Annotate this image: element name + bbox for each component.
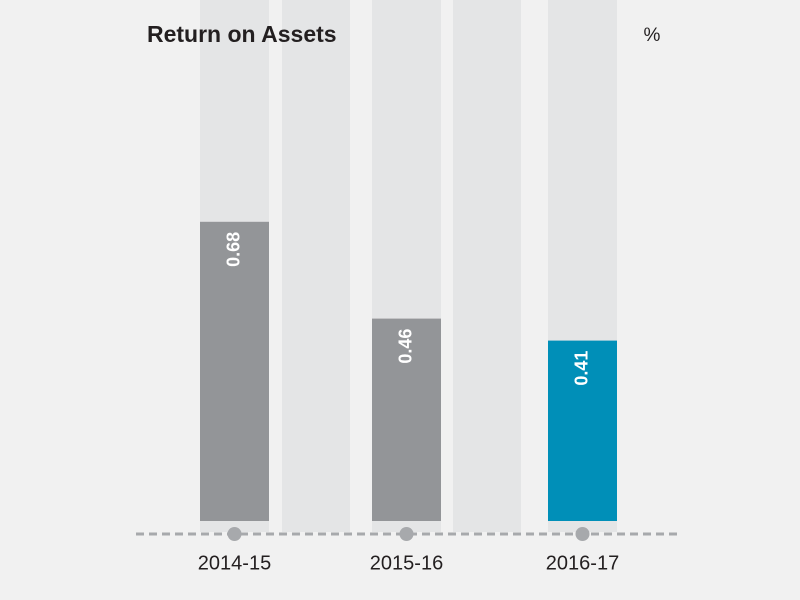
chart-title: Return on Assets [147,21,337,47]
x-tick-label: 2014-15 [198,552,271,574]
bar [548,340,617,521]
unit-label: % [644,25,661,46]
column [282,0,350,532]
bar [200,221,269,522]
baseline-dot [399,527,414,541]
value-label: 0.68 [223,232,243,267]
value-label: 0.46 [395,329,415,364]
value-label: 0.41 [571,351,591,386]
x-tick-label: 2016-17 [546,552,619,574]
column [453,0,521,532]
baseline-dot [575,527,590,541]
bar [372,318,441,521]
backdrop-columns [200,0,617,532]
x-tick-label: 2015-16 [370,552,443,574]
baseline-dot [227,527,242,541]
